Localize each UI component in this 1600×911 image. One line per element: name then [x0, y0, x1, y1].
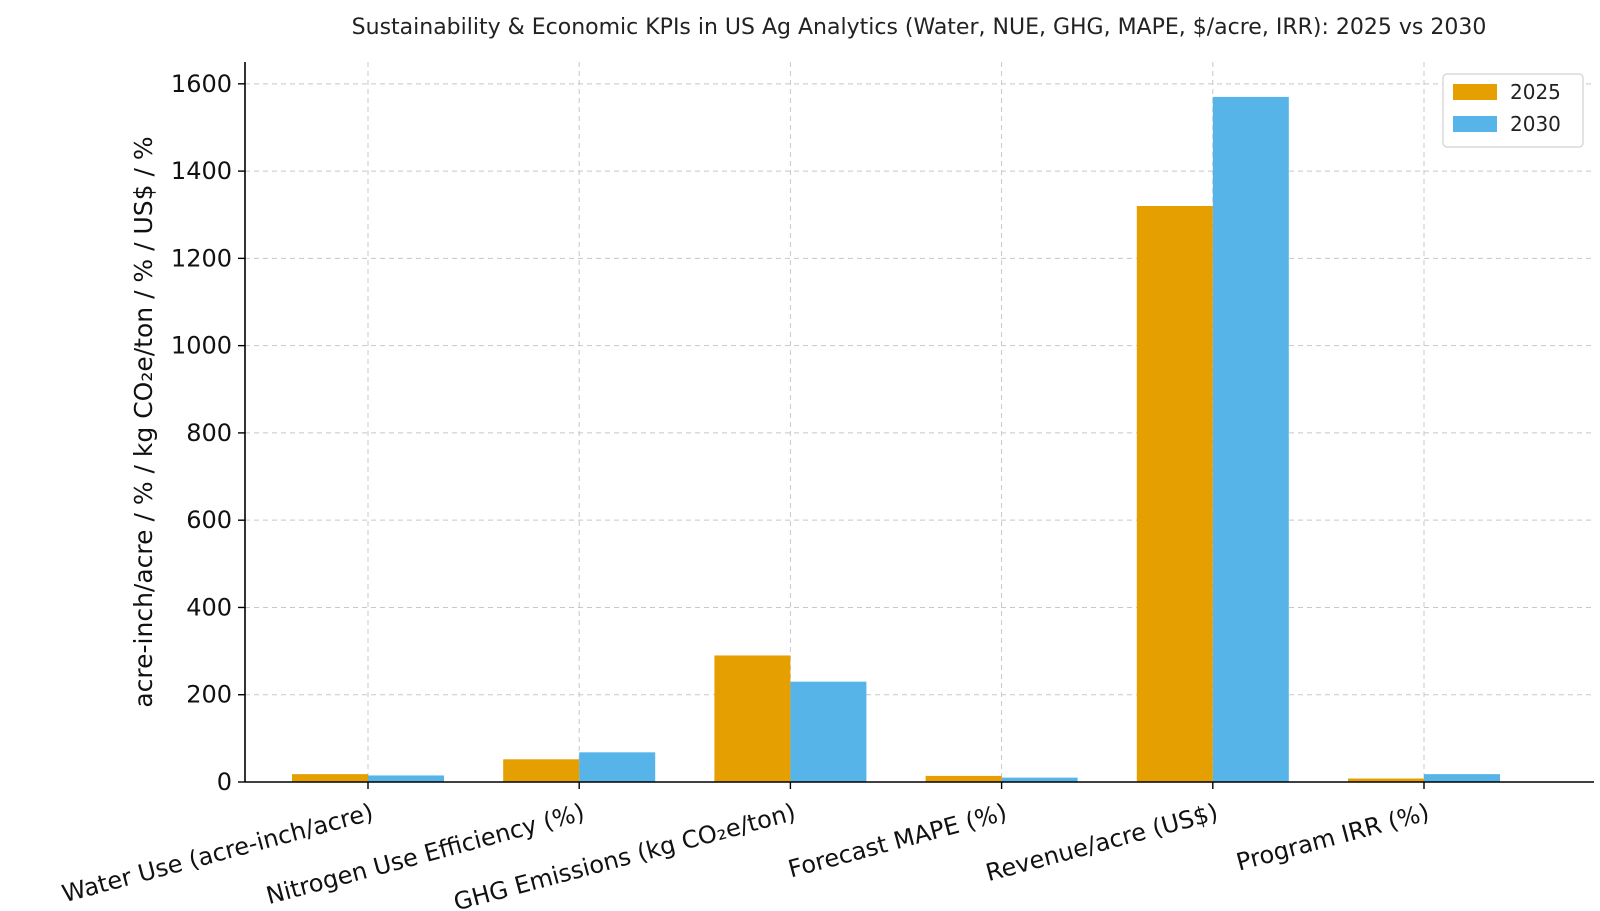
bar-2025: [1136, 206, 1213, 782]
y-tick-label: 1200: [171, 244, 232, 272]
bar-2030: [1001, 777, 1078, 782]
bars: [292, 96, 1500, 783]
bar-2025: [714, 655, 791, 782]
legend-swatch-2025: [1453, 84, 1497, 100]
bar-2030: [368, 775, 444, 782]
bar-2030: [1212, 96, 1289, 783]
bar-2025: [503, 759, 580, 782]
grid-lines: [245, 62, 1594, 782]
y-tick-label: 1000: [171, 332, 232, 360]
x-category-label: GHG Emissions (kg CO₂e/ton): [451, 798, 799, 911]
x-category-label: Forecast MAPE (%): [785, 798, 1010, 883]
axes: [244, 62, 1594, 783]
y-axis-label: acre-inch/acre / % / kg CO₂e/ton / % / U…: [129, 136, 158, 707]
y-tick-label: 800: [186, 419, 232, 447]
y-tick-label: 1600: [171, 70, 232, 98]
legend-label: 2030: [1510, 112, 1561, 136]
y-tick-label: 1400: [171, 157, 232, 185]
bar-2030: [1424, 774, 1500, 782]
bar-2030: [790, 681, 867, 782]
y-tick-label: 400: [186, 593, 232, 621]
legend-swatch-2030: [1453, 116, 1497, 132]
x-category-label: Program IRR (%): [1233, 798, 1432, 876]
y-tick-label: 0: [217, 768, 232, 796]
legend-label: 2025: [1510, 80, 1561, 104]
legend: 2025 2030: [1442, 73, 1584, 148]
bar-2030: [579, 752, 656, 782]
y-ticks: 0 200 400 600 800 1000 1200 1400 1600: [171, 70, 245, 796]
chart-title: Sustainability & Economic KPIs in US Ag …: [352, 15, 1487, 40]
bar-2025: [925, 775, 1002, 782]
y-tick-label: 600: [186, 506, 232, 534]
bar-2025: [1348, 778, 1424, 782]
bar-2025: [292, 774, 368, 782]
y-tick-label: 200: [186, 681, 232, 709]
x-category-label: Revenue/acre (US$): [983, 798, 1221, 887]
x-ticks: Water Use (acre-inch/acre)Nitrogen Use E…: [59, 782, 1432, 911]
